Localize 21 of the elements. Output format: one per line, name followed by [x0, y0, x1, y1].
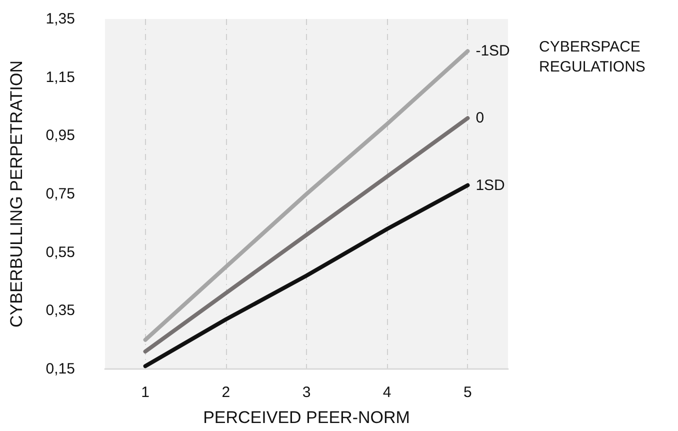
x-tick-label: 3	[302, 384, 311, 401]
series-label: 1SD	[476, 176, 506, 194]
legend-title: CYBERSPACE REGULATIONS	[539, 38, 646, 76]
line-series	[143, 183, 470, 368]
y-tick-label: 0,55	[46, 244, 75, 261]
x-tick-label: 5	[464, 384, 472, 401]
series-label: -1SD	[476, 42, 510, 60]
line-series	[143, 49, 470, 342]
y-tick-label: 1,15	[46, 68, 75, 86]
x-axis-title: PERCEIVED PEER-NORM	[203, 408, 410, 427]
x-tick-label: 4	[382, 384, 392, 401]
y-tick-label: 0,35	[46, 302, 75, 320]
y-tick-label: 0,75	[46, 186, 75, 202]
y-axis-title: CYBERBULLING PERPETRATION	[7, 60, 26, 328]
x-tick-label: 1	[141, 384, 150, 401]
y-tick-label: 1,35	[46, 10, 75, 28]
y-tick-label: 0,95	[46, 127, 75, 144]
x-tick-label: 2	[222, 384, 230, 401]
line-series	[143, 116, 470, 354]
y-tick-label: 0,15	[46, 360, 75, 378]
series-label: 0	[476, 110, 484, 127]
